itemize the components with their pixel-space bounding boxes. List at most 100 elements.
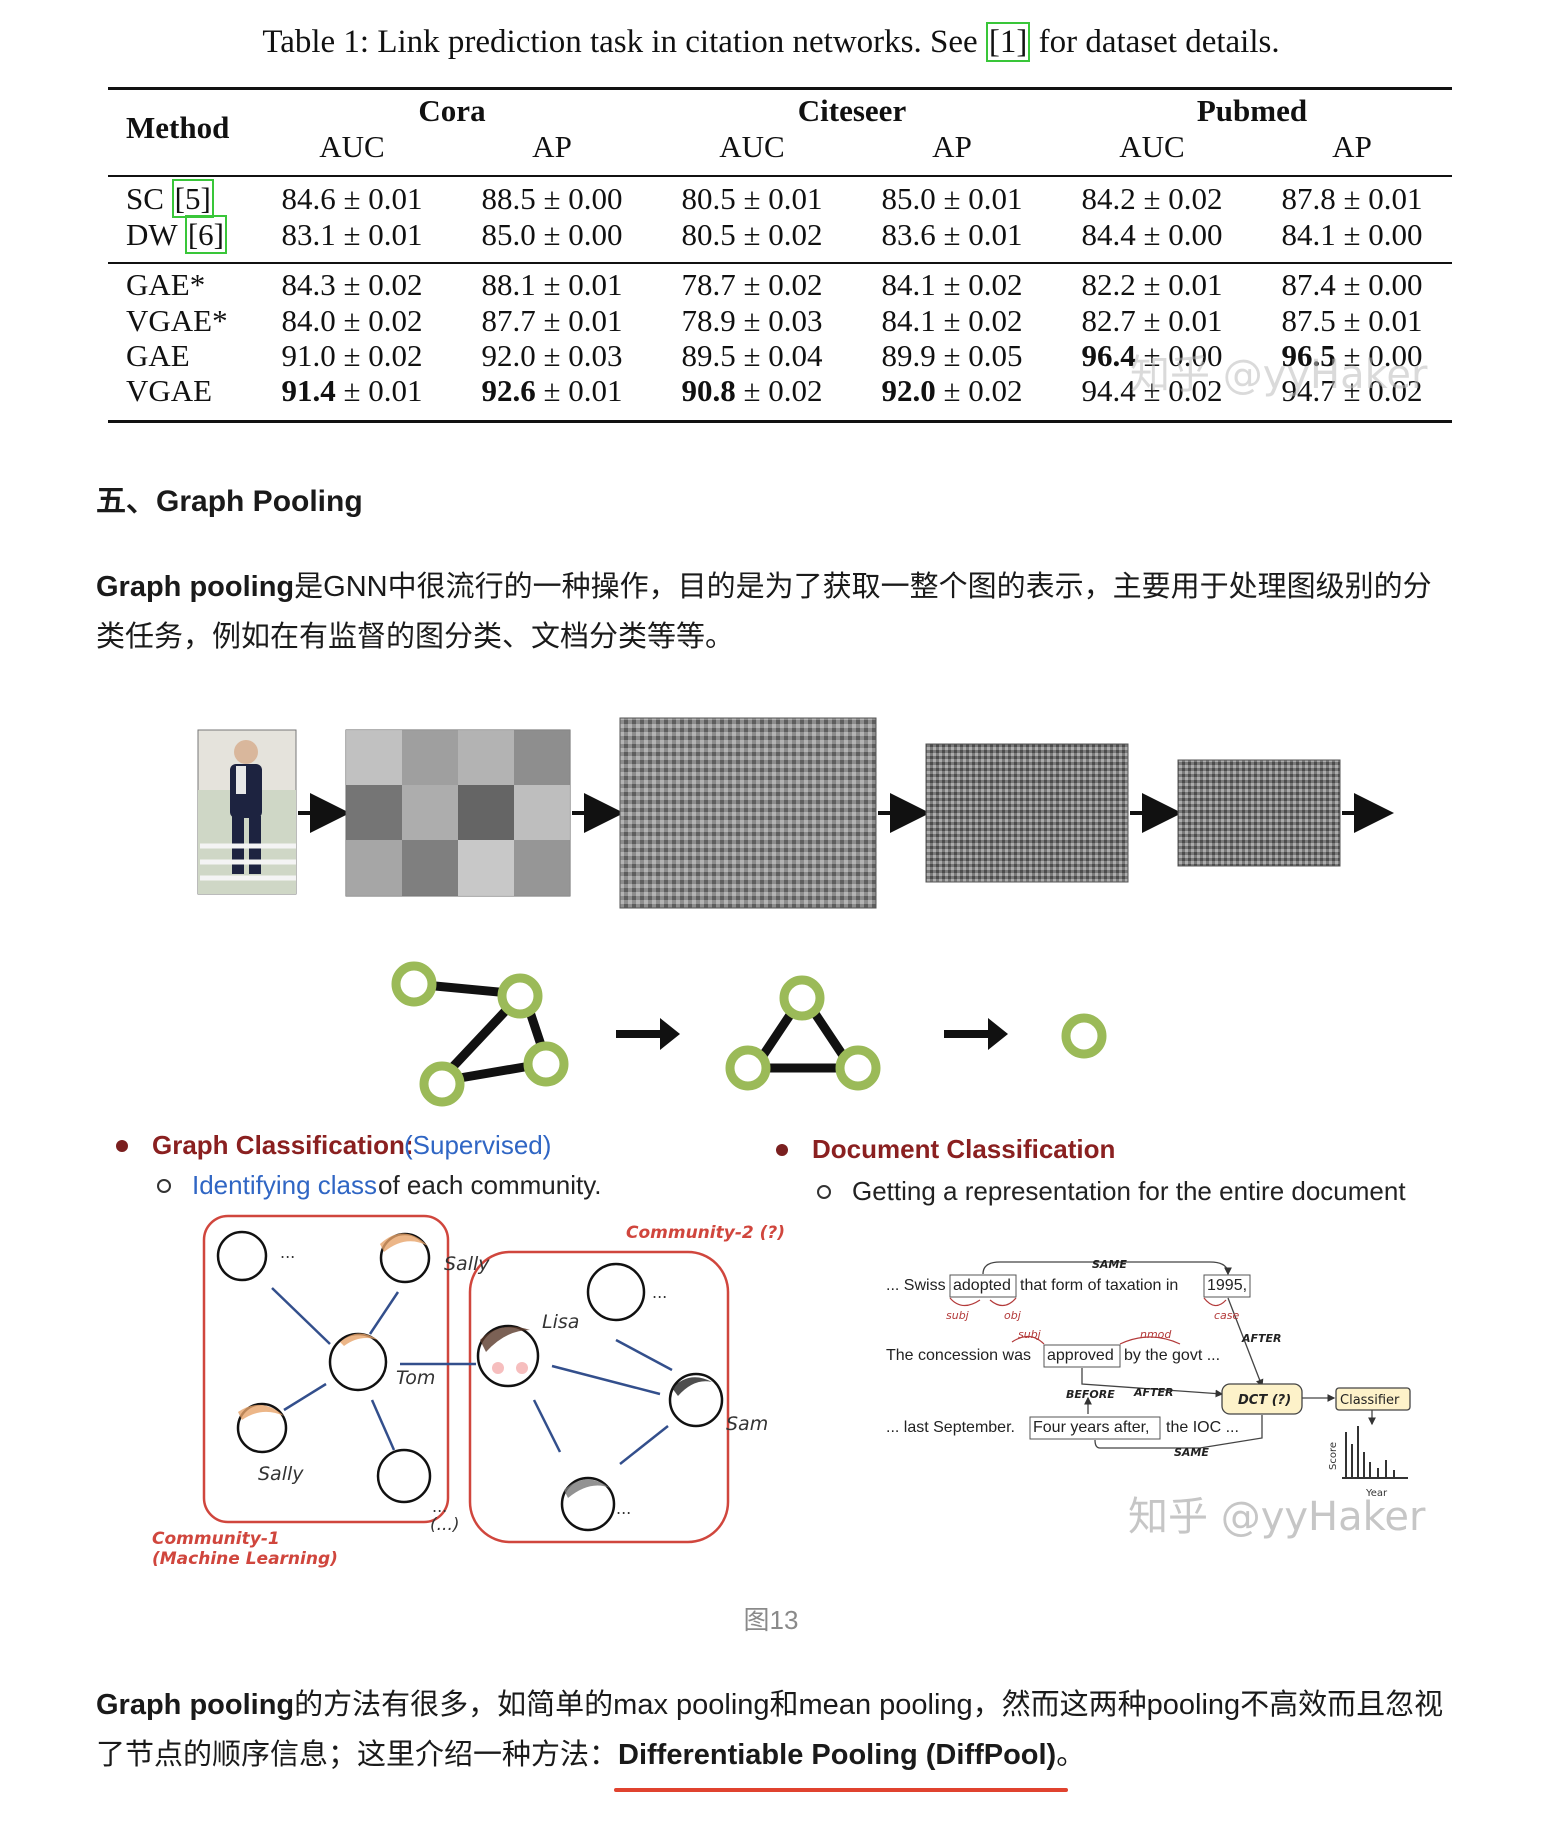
svg-text:...: ... — [616, 1499, 631, 1518]
watermark-figure: 知乎 @yyHaker — [1128, 1494, 1426, 1540]
table-cell: 87.7 ± 0.01 — [481, 303, 623, 338]
paragraph-diffpool: Graph pooling的方法有很多，如简单的max pooling和mean… — [96, 1680, 1456, 1792]
metric-header: AUC — [1119, 129, 1185, 164]
each-community-label: of each community. — [378, 1170, 602, 1200]
svg-text:BEFORE: BEFORE — [1066, 1388, 1115, 1401]
svg-text:by the govt ...: by the govt ... — [1124, 1347, 1220, 1364]
svg-text:that form of taxation in: that form of taxation in — [1020, 1277, 1178, 1294]
table-cell: 82.2 ± 0.01 — [1081, 267, 1223, 302]
table-cell: 89.5 ± 0.04 — [681, 338, 823, 373]
document-classification-title: Document Classification — [812, 1134, 1115, 1164]
table-cell: 87.8 ± 0.01 — [1281, 181, 1423, 216]
table-cell: 84.0 ± 0.02 — [281, 303, 423, 338]
table-group-rule — [108, 262, 1452, 264]
svg-text:1995,: 1995, — [1207, 1277, 1247, 1294]
method-label: SC [5] — [126, 179, 214, 218]
method-label: GAE* — [126, 267, 206, 302]
dataset-header: Pubmed — [1196, 93, 1308, 128]
method-label: VGAE — [126, 373, 213, 408]
table-caption: Table 1: Link prediction task in citatio… — [262, 22, 1280, 62]
svg-text:subj: subj — [1018, 1328, 1042, 1341]
identifying-class-label: Identifying class — [192, 1170, 377, 1200]
graph-coarsening-illustration — [391, 961, 1107, 1107]
citation-link[interactable]: [1] — [985, 22, 1031, 62]
dct-node — [1221, 1383, 1303, 1415]
table-cell: 91.0 ± 0.02 — [281, 338, 423, 373]
table-cell: 84.2 ± 0.02 — [1081, 181, 1223, 216]
svg-text:subj: subj — [946, 1309, 970, 1322]
citation-link[interactable]: [5] — [171, 179, 214, 218]
svg-text:AFTER: AFTER — [1133, 1386, 1174, 1399]
svg-text:obj: obj — [1004, 1309, 1022, 1322]
table-cell: 80.5 ± 0.02 — [681, 217, 823, 252]
citation-link[interactable]: [6] — [184, 215, 227, 254]
diffpool-highlight: Differentiable Pooling (DiffPool) — [614, 1730, 1069, 1792]
table-cell: 78.9 ± 0.03 — [681, 303, 823, 338]
table-cell: 92.0 ± 0.02 — [881, 373, 1023, 408]
table-cell: 90.8 ± 0.02 — [681, 373, 823, 408]
table-cell: 96.5 ± 0.00 — [1281, 338, 1423, 373]
svg-text:SAME: SAME — [1174, 1446, 1209, 1459]
figure-caption: 图13 — [743, 1605, 799, 1635]
table-cell: 94.7 ± 0.02 — [1281, 373, 1423, 408]
svg-text:...: ... — [432, 1497, 447, 1516]
svg-text:the IOC ...: the IOC ... — [1166, 1419, 1239, 1436]
table-cell: 83.1 ± 0.01 — [281, 217, 423, 252]
name-sam: Sam — [726, 1413, 768, 1435]
table-cell: 84.3 ± 0.02 — [281, 267, 423, 302]
classifier-node — [1335, 1387, 1411, 1411]
table-cell: 84.6 ± 0.01 — [281, 181, 423, 216]
community-1-box — [202, 1214, 450, 1524]
community-2-box — [468, 1250, 730, 1544]
graph-classification-panel: Graph Classification: (Supervised) Ident… — [116, 1130, 785, 1569]
method-label: GAE — [126, 338, 190, 373]
community-1-sublabel: (Machine Learning) — [152, 1549, 338, 1569]
table-top-rule — [108, 87, 1452, 90]
svg-text:The concession was: The concession was — [886, 1347, 1031, 1364]
svg-text:Classifier: Classifier — [1340, 1393, 1400, 1408]
table-header-rule — [108, 175, 1452, 177]
table-cell: 85.0 ± 0.01 — [881, 181, 1023, 216]
table-cell: 84.4 ± 0.00 — [1081, 217, 1223, 252]
table-cell: 96.4 ± 0.00 — [1081, 338, 1223, 373]
svg-text:...: ... — [280, 1243, 295, 1262]
svg-text:SAME: SAME — [1092, 1258, 1127, 1271]
table-bottom-rule — [108, 420, 1452, 423]
svg-text:...: ... — [652, 1283, 667, 1302]
svg-text:adopted: adopted — [953, 1277, 1011, 1294]
svg-text:case: case — [1214, 1309, 1240, 1322]
person-photo — [200, 740, 296, 881]
dataset-header: Citeseer — [797, 93, 907, 128]
table-cell: 82.7 ± 0.01 — [1081, 303, 1223, 338]
table-cell: 91.4 ± 0.01 — [281, 373, 423, 408]
table-cell: 88.1 ± 0.01 — [481, 267, 623, 302]
dataset-header: Cora — [418, 93, 486, 128]
table-cell: 84.1 ± 0.02 — [881, 267, 1023, 302]
table-cell: 78.7 ± 0.02 — [681, 267, 823, 302]
metric-header: AP — [1332, 129, 1372, 164]
svg-text:Score: Score — [1328, 1442, 1339, 1470]
svg-text:... last September.: ... last September. — [886, 1419, 1015, 1436]
metric-header: AP — [932, 129, 972, 164]
graph-classification-title: Graph Classification: — [152, 1130, 414, 1160]
table-cell: 87.5 ± 0.01 — [1281, 303, 1423, 338]
name-sally-top: Sally — [444, 1253, 490, 1275]
section-title: 五、Graph Pooling — [96, 485, 363, 518]
paragraph-intro: Graph pooling是GNN中很流行的一种操作，目的是为了获取一整个图的表… — [96, 571, 1432, 653]
score-histogram — [1342, 1426, 1408, 1479]
watermark-table: 知乎 @yyHaker — [1130, 352, 1428, 398]
method-header: Method — [126, 110, 230, 145]
metric-header: AUC — [719, 129, 785, 164]
table-cell: 92.6 ± 0.01 — [481, 373, 623, 408]
table-cell: 87.4 ± 0.00 — [1281, 267, 1423, 302]
name-tom: Tom — [396, 1367, 435, 1389]
svg-text:AFTER: AFTER — [1241, 1332, 1282, 1345]
table-cell: 94.4 ± 0.02 — [1081, 373, 1223, 408]
metric-header: AP — [532, 129, 572, 164]
svg-text:nmod: nmod — [1140, 1328, 1172, 1341]
method-label: VGAE* — [126, 303, 228, 338]
community-2-label: Community-2 (?) — [626, 1223, 785, 1243]
cnn-pooling-illustration — [197, 717, 1394, 909]
table-cell: 84.1 ± 0.00 — [1281, 217, 1423, 252]
